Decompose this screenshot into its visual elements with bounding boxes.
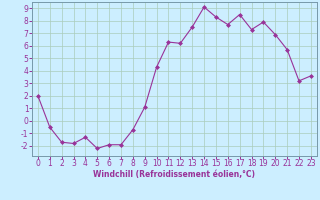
X-axis label: Windchill (Refroidissement éolien,°C): Windchill (Refroidissement éolien,°C): [93, 170, 255, 179]
